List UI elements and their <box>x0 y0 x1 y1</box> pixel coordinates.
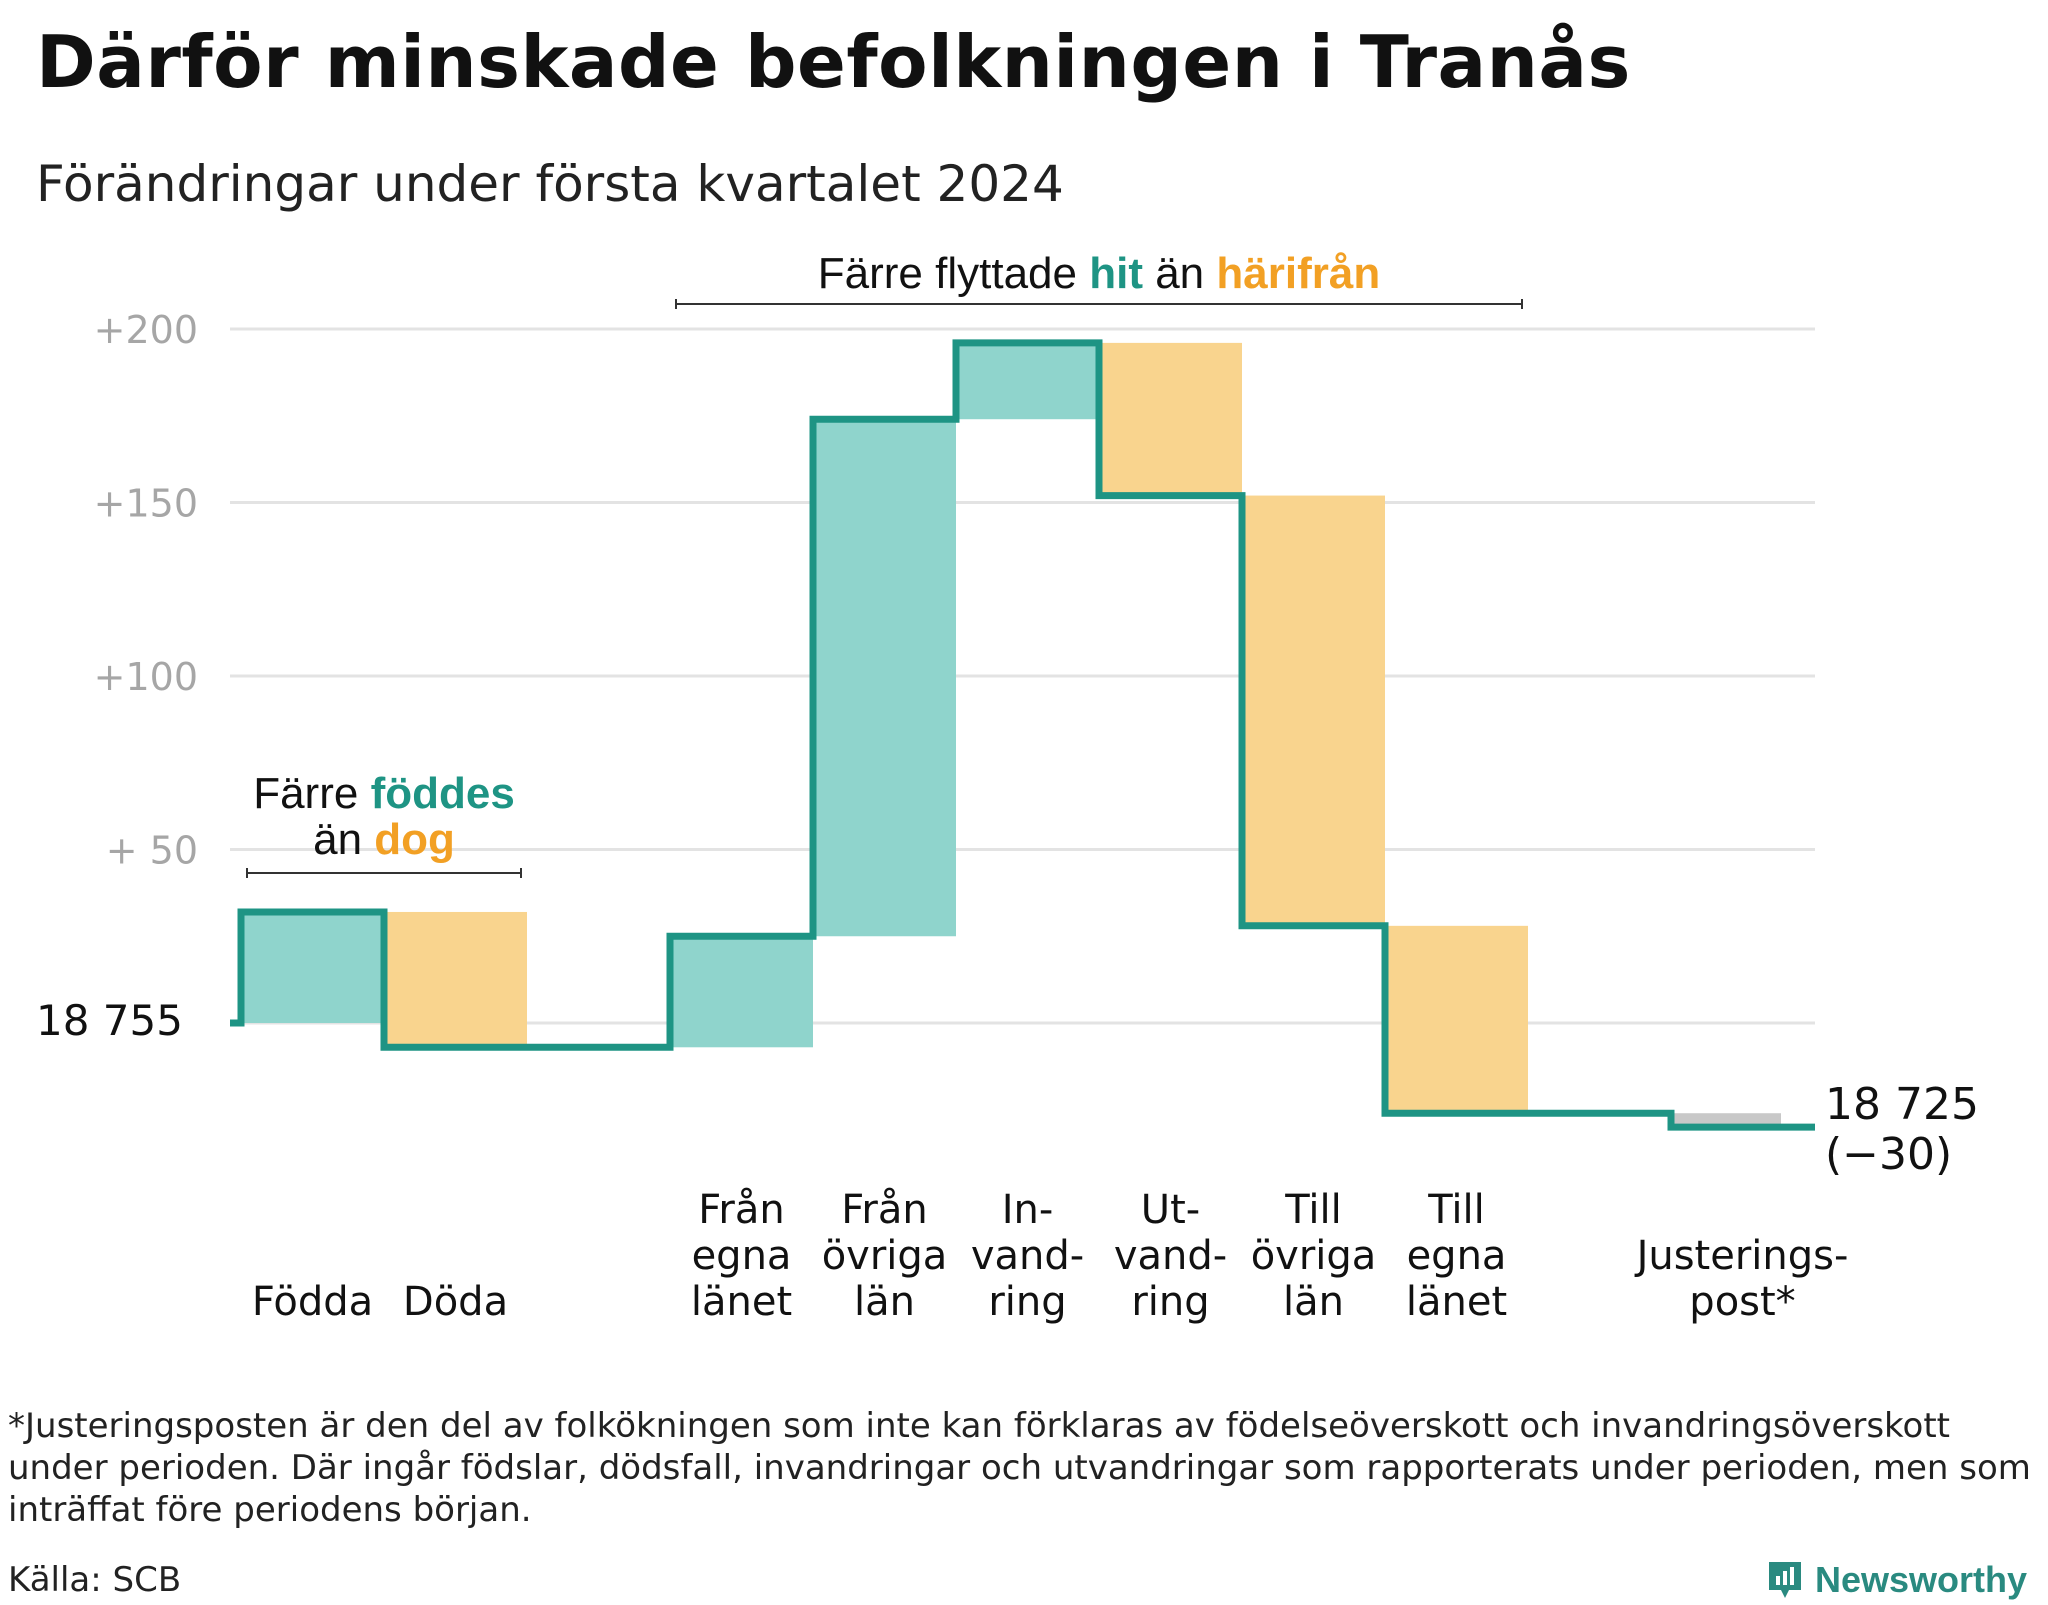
category-label: län <box>854 1279 915 1325</box>
waterfall-bar <box>1242 495 1385 926</box>
waterfall-bar <box>670 936 813 1048</box>
source-note: Källa: SCB <box>8 1560 182 1600</box>
category-label: övriga <box>1251 1233 1377 1279</box>
annotation-migration: Färre flyttade hit än härifrån <box>818 249 1380 298</box>
line-layer <box>230 339 1815 1131</box>
annotation-text-part: hit <box>1089 249 1143 298</box>
waterfall-bar <box>384 911 527 1048</box>
category-label: länet <box>1406 1279 1507 1325</box>
waterfall-step-line <box>230 339 1815 1131</box>
annotation-births-deaths-line1: Färre föddes <box>253 769 515 818</box>
annotation-births-deaths-line2: än dog <box>313 815 455 864</box>
annotation-text-part: än <box>1143 249 1216 298</box>
category-label: Från <box>698 1187 784 1233</box>
waterfall-bar <box>956 342 1099 420</box>
category-label: övriga <box>822 1233 948 1279</box>
end-value-label: 18 725 <box>1825 1079 1979 1130</box>
y-tick-label: + 50 <box>106 829 198 873</box>
annotation-text-part: dog <box>374 815 455 864</box>
category-label: Ut- <box>1141 1187 1200 1233</box>
chart-title: Därför minskade befolkningen i Tranås <box>36 20 1631 104</box>
waterfall-bar <box>241 911 384 1023</box>
annotation-layer: Färre flyttade hit än härifrån Färre född… <box>246 249 1523 878</box>
category-label: In- <box>1002 1187 1054 1233</box>
newsworthy-logo-text: Newsworthy <box>1815 1559 2028 1600</box>
category-label: ring <box>1131 1279 1209 1325</box>
y-tick-label: +200 <box>94 308 198 352</box>
annotation-text-part: härifrån <box>1216 249 1380 298</box>
category-label: Från <box>841 1187 927 1233</box>
y-tick-label: +100 <box>94 655 198 699</box>
start-value-label: 18 755 <box>36 996 183 1045</box>
annotation-text-part: än <box>313 815 374 864</box>
footnote: *Justeringsposten är den del av folkökni… <box>8 1406 2031 1530</box>
category-label: Justerings- <box>1634 1233 1849 1279</box>
newsworthy-logo-icon <box>1769 1562 1801 1598</box>
annotation-text-part: Färre flyttade <box>818 249 1089 298</box>
category-label: post* <box>1689 1279 1795 1325</box>
waterfall-bar <box>1385 925 1528 1114</box>
waterfall-bar <box>1099 342 1242 496</box>
category-label: Döda <box>403 1279 508 1325</box>
category-label: Födda <box>252 1279 373 1325</box>
category-label: ring <box>988 1279 1066 1325</box>
category-label: län <box>1283 1279 1344 1325</box>
category-label: vand- <box>1114 1233 1227 1279</box>
category-label: egna <box>692 1233 792 1279</box>
newsworthy-logo: Newsworthy <box>1765 1555 2027 1605</box>
annotation-text-part: Färre <box>253 769 370 818</box>
waterfall-bar <box>813 419 956 937</box>
category-label: egna <box>1407 1233 1507 1279</box>
y-tick-label: +150 <box>94 482 198 526</box>
category-label: Till <box>1284 1187 1342 1233</box>
annotation-text-part: föddes <box>371 769 515 818</box>
end-change-label: (−30) <box>1825 1129 1952 1180</box>
chart-subtitle: Förändringar under första kvartalet 2024 <box>36 155 1064 213</box>
bar-layer <box>241 342 1781 1128</box>
category-label: Till <box>1427 1187 1485 1233</box>
category-label: länet <box>691 1279 792 1325</box>
category-label: vand- <box>971 1233 1084 1279</box>
